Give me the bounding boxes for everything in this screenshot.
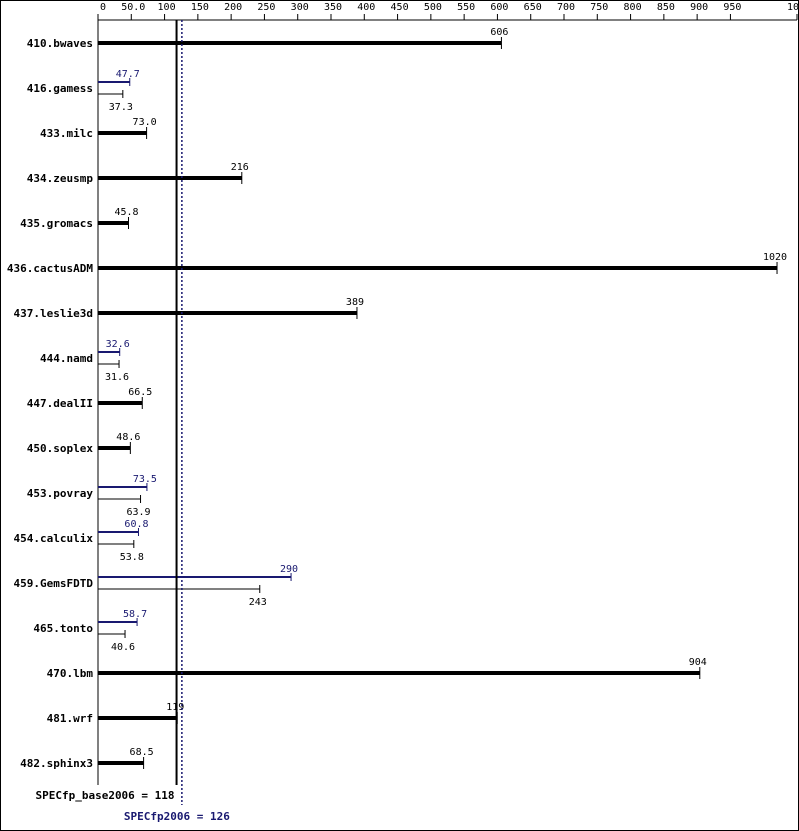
category-label: 447.dealII — [27, 397, 93, 410]
value-label: 904 — [689, 657, 707, 668]
x-tick-label: 50.0 — [121, 2, 145, 13]
value-label: 45.8 — [114, 207, 138, 218]
value-label: 68.5 — [130, 747, 154, 758]
value-label: 389 — [346, 297, 364, 308]
x-tick-label: 500 — [424, 2, 442, 13]
category-label: 450.soplex — [27, 442, 94, 455]
category-label: 437.leslie3d — [14, 307, 93, 320]
value-label: 290 — [280, 564, 298, 575]
x-tick-label: 550 — [457, 2, 475, 13]
category-label: 481.wrf — [47, 712, 93, 725]
reference-label: SPECfp_base2006 = 118 — [35, 789, 174, 802]
x-tick-label: 200 — [224, 2, 242, 13]
x-tick-label: 450 — [391, 2, 409, 13]
value-label: 119 — [166, 702, 184, 713]
category-label: 444.namd — [40, 352, 93, 365]
value-label: 73.0 — [133, 117, 157, 128]
x-tick-label: 400 — [357, 2, 375, 13]
value-label: 60.8 — [124, 519, 148, 530]
value-label: 66.5 — [128, 387, 152, 398]
category-label: 470.lbm — [47, 667, 94, 680]
x-tick-label: 150 — [191, 2, 209, 13]
category-label: 459.GemsFDTD — [14, 577, 94, 590]
value-label: 31.6 — [105, 372, 129, 383]
x-tick-label: 650 — [524, 2, 542, 13]
reference-label: SPECfp2006 = 126 — [124, 810, 230, 823]
x-tick-label: 850 — [657, 2, 675, 13]
value-label: 216 — [231, 162, 249, 173]
value-label: 1020 — [763, 252, 787, 263]
category-label: 434.zeusmp — [27, 172, 94, 185]
value-label: 53.8 — [120, 552, 144, 563]
value-label: 47.7 — [116, 69, 140, 80]
value-label: 37.3 — [109, 102, 133, 113]
x-tick-label: 800 — [624, 2, 642, 13]
x-tick-label: 700 — [557, 2, 575, 13]
category-label: 454.calculix — [14, 532, 94, 545]
x-tick-label: 250 — [257, 2, 275, 13]
x-tick-label: 0 — [100, 2, 106, 13]
value-label: 243 — [249, 597, 267, 608]
value-label: 40.6 — [111, 642, 135, 653]
value-label: 32.6 — [106, 339, 130, 350]
category-label: 436.cactusADM — [7, 262, 93, 275]
category-label: 482.sphinx3 — [20, 757, 93, 770]
x-tick-label: 100 — [158, 2, 176, 13]
value-label: 73.5 — [133, 474, 157, 485]
x-tick-label: 750 — [590, 2, 608, 13]
value-label: 63.9 — [126, 507, 150, 518]
category-label: 410.bwaves — [27, 37, 93, 50]
category-label: 465.tonto — [33, 622, 93, 635]
category-label: 416.gamess — [27, 82, 93, 95]
value-label: 606 — [490, 27, 508, 38]
category-label: 435.gromacs — [20, 217, 93, 230]
x-tick-label: 900 — [690, 2, 708, 13]
x-tick-label: 1050 — [787, 2, 799, 13]
value-label: 58.7 — [123, 609, 147, 620]
x-tick-label: 350 — [324, 2, 342, 13]
x-tick-label: 300 — [291, 2, 309, 13]
x-tick-label: 600 — [490, 2, 508, 13]
x-tick-label: 950 — [723, 2, 741, 13]
category-label: 433.milc — [40, 127, 93, 140]
category-label: 453.povray — [27, 487, 94, 500]
value-label: 48.6 — [116, 432, 140, 443]
